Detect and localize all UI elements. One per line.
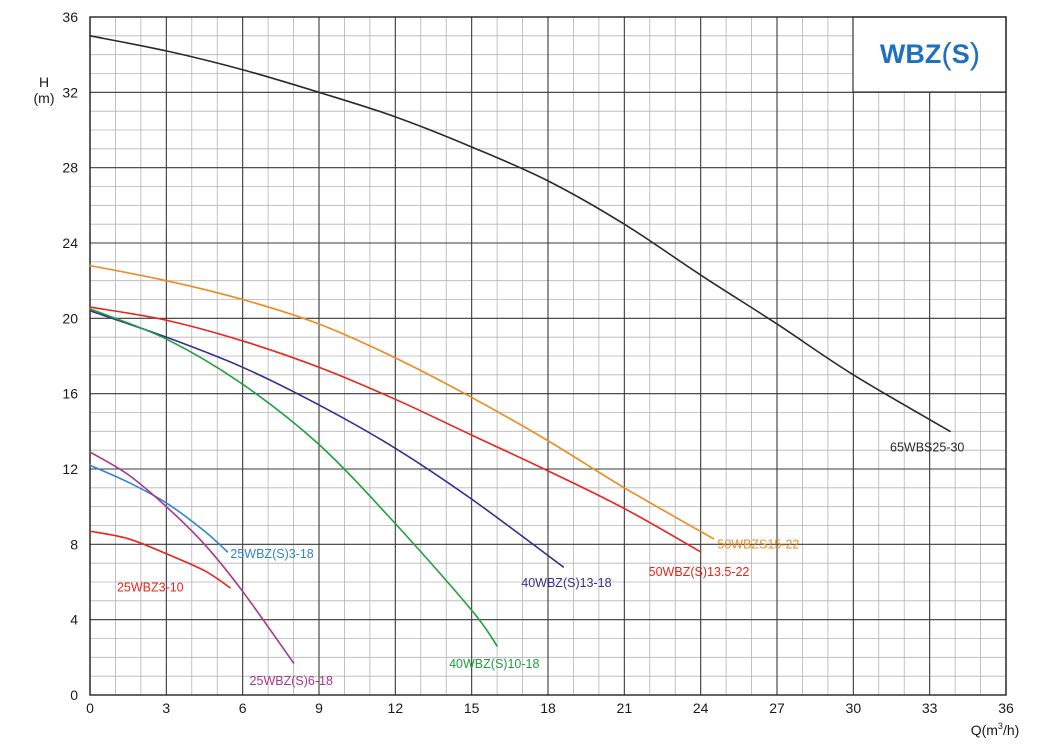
series-curve-40wbz-s-10-18	[89, 308, 498, 647]
y-tick-label: 0	[70, 687, 78, 703]
series-curve-25wbz-s-3-18	[89, 464, 229, 553]
x-tick-label: 24	[693, 700, 709, 716]
x-tick-label: 30	[846, 700, 862, 716]
y-tick-label: 16	[62, 386, 78, 402]
brand-logo: WBZ(S)	[880, 36, 980, 71]
series-label: 25WBZ(S)6-18	[250, 674, 333, 688]
series-curves	[89, 35, 951, 664]
y-tick-label: 24	[62, 235, 78, 251]
x-tick-label: 33	[922, 700, 938, 716]
y-tick-label: 36	[62, 9, 78, 25]
x-tick-label: 36	[998, 700, 1014, 716]
series-curve-25wbz3-10	[89, 530, 231, 589]
x-tick-label: 15	[464, 700, 480, 716]
x-tick-label: 3	[162, 700, 170, 716]
series-labels: 65WBS25-30 50WBZS15-22 50WBZ(S)13.5-22 40WB…	[117, 440, 964, 688]
x-tick-label: 0	[86, 700, 94, 716]
y-tick-label: 28	[62, 160, 78, 176]
series-label: 25WBZ3-10	[117, 581, 184, 595]
series-label: 65WBS25-30	[890, 440, 964, 454]
series-label: 50WBZS15-22	[717, 538, 799, 552]
x-tick-label: 18	[540, 700, 556, 716]
y-tick-label: 8	[70, 536, 78, 552]
x-tick-label: 6	[239, 700, 247, 716]
series-curve-65wbs25-30	[89, 35, 951, 433]
x-tick-label: 27	[769, 700, 785, 716]
series-label: 40WBZ(S)13-18	[521, 576, 611, 590]
logo-box	[852, 16, 1007, 93]
y-axis-title: H	[39, 74, 49, 90]
series-label: 40WBZ(S)10-18	[449, 657, 539, 671]
x-axis-title: Q(m3/h)	[971, 721, 1020, 738]
x-tick-label: 9	[315, 700, 323, 716]
series-curve-50wbzs15-22	[89, 264, 715, 540]
y-tick-label: 4	[70, 612, 78, 628]
y-tick-label: 20	[62, 310, 78, 326]
y-tick-label: 32	[62, 84, 78, 100]
series-label: 25WBZ(S)3-18	[230, 547, 313, 561]
series-curve-25wbz-s-6-18	[89, 451, 295, 664]
plot-frame	[89, 16, 1007, 696]
y-tick-label: 12	[62, 461, 78, 477]
series-curve-40wbz-s-13-18	[89, 310, 565, 568]
x-tick-label: 12	[388, 700, 404, 716]
series-curve-50wbz-s-13-5-22	[89, 306, 702, 553]
series-label: 50WBZ(S)13.5-22	[649, 565, 750, 579]
x-tick-label: 21	[617, 700, 633, 716]
y-axis-unit: (m)	[34, 90, 55, 106]
